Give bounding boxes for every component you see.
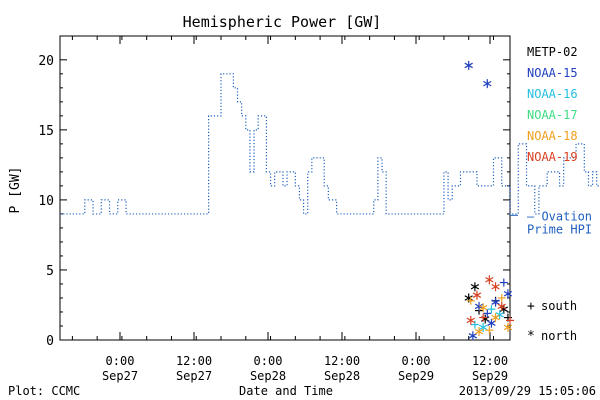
star-mark-arm <box>491 314 500 321</box>
legend: METP-02 NOAA-15 NOAA-16 NOAA-17 NOAA-18 NOAA-… <box>527 45 578 344</box>
y-tick-label: 0 <box>46 334 54 349</box>
noaa-15-point <box>503 289 513 299</box>
ovation-label: — Ovation <box>527 209 592 223</box>
x-tick-label-date: Sep27 <box>176 369 212 383</box>
y-tick-label: 20 <box>38 54 54 69</box>
x-tick-label-time: 12:00 <box>472 354 508 368</box>
x-tick-label-time: 12:00 <box>324 354 360 368</box>
y-tick-label: 5 <box>46 264 54 279</box>
star-mark-arm <box>478 305 488 311</box>
noaa-18-point <box>474 327 484 337</box>
noaa-18-point <box>491 313 500 323</box>
metp-02-point <box>481 314 490 324</box>
noaa-19-point <box>506 316 514 325</box>
star-mark-arm <box>472 292 482 298</box>
x-tick-label-date: Sep28 <box>324 369 360 383</box>
star-mark-arm <box>474 328 484 335</box>
x-tick-label-date: Sep28 <box>250 369 286 383</box>
x-axis-label: Date and Time <box>239 384 333 398</box>
noaa-18-point <box>485 326 494 335</box>
x-tick-label-time: 12:00 <box>176 354 212 368</box>
metp-02-point <box>470 282 480 292</box>
x-tick-label-time: 0:00 <box>106 354 135 368</box>
noaa-15-point <box>491 297 500 307</box>
chart-title: Hemispheric Power [GW] <box>183 13 382 31</box>
legend-entry-noaa-16: NOAA-16 <box>527 87 578 101</box>
star-mark-arm <box>464 62 473 69</box>
x-tick-label-date: Sep29 <box>398 369 434 383</box>
noaa-16-point <box>487 305 496 314</box>
noaa-15-point <box>487 318 496 328</box>
legend-entry-noaa-19: NOAA-19 <box>527 150 578 164</box>
marker-key-label-north: north <box>541 329 577 343</box>
marker-key-label-south: south <box>541 299 577 313</box>
x-tick-label-date: Sep29 <box>472 369 508 383</box>
legend-entry-noaa-18: NOAA-18 <box>527 129 578 143</box>
star-mark-arm <box>478 324 488 331</box>
star-mark-arm <box>483 80 492 87</box>
noaa-18-point <box>478 303 488 313</box>
footer-plot-credit: Plot: CCMC <box>8 384 80 398</box>
legend-entry-noaa-15: NOAA-15 <box>527 66 578 80</box>
x-tick-label-date: Sep27 <box>102 369 138 383</box>
plot-frame <box>59 35 511 341</box>
star-mark-arm <box>491 283 500 290</box>
noaa-19-point <box>472 290 482 300</box>
star-mark-arm <box>497 303 506 310</box>
star-mark-arm <box>503 324 513 331</box>
noaa-19-point <box>466 315 475 325</box>
star-mark-arm <box>470 283 480 290</box>
star-mark-arm <box>474 303 484 310</box>
footer-timestamp: 2013/09/29 15:05:06 <box>459 384 596 398</box>
noaa-16-point <box>478 322 488 332</box>
noaa-15-point <box>474 301 484 311</box>
noaa-16-point <box>470 320 479 329</box>
noaa-15-point <box>468 331 478 341</box>
satellite-points-layer <box>464 60 514 341</box>
ovation-label-2: Prime HPI <box>527 222 592 236</box>
legend-entry-noaa-17: NOAA-17 <box>527 108 578 122</box>
y-tick-label: 15 <box>38 124 54 139</box>
noaa-15-point <box>483 79 492 89</box>
marker-key-symbol: + <box>527 299 535 314</box>
noaa-15-point <box>464 60 473 70</box>
star-mark-arm <box>495 312 504 318</box>
noaa-19-point <box>491 282 500 292</box>
noaa-19-point <box>497 301 506 311</box>
y-tick-label: 10 <box>38 194 54 209</box>
legend-entry-metp-02: METP-02 <box>527 45 578 59</box>
noaa-15-point <box>499 278 508 287</box>
noaa-18-point <box>466 296 475 305</box>
x-tick-label-time: 0:00 <box>254 354 283 368</box>
marker-key-symbol: * <box>527 329 535 344</box>
noaa-18-point <box>497 293 506 302</box>
hpi-line <box>60 73 600 215</box>
star-mark-arm <box>503 290 513 297</box>
noaa-18-point <box>503 322 513 332</box>
star-mark-arm <box>466 317 475 324</box>
noaa-15-point <box>483 309 492 318</box>
x-tick-label-time: 0:00 <box>402 354 431 368</box>
noaa-19-point <box>479 313 488 322</box>
star-mark-arm <box>487 320 496 326</box>
y-axis-label: P [GW] <box>8 167 23 214</box>
star-mark-arm <box>485 276 494 283</box>
noaa-19-point <box>485 275 494 285</box>
star-mark-arm <box>468 333 478 339</box>
plot-area: 051015200:00Sep2712:00Sep270:00Sep2812:0… <box>38 35 511 383</box>
